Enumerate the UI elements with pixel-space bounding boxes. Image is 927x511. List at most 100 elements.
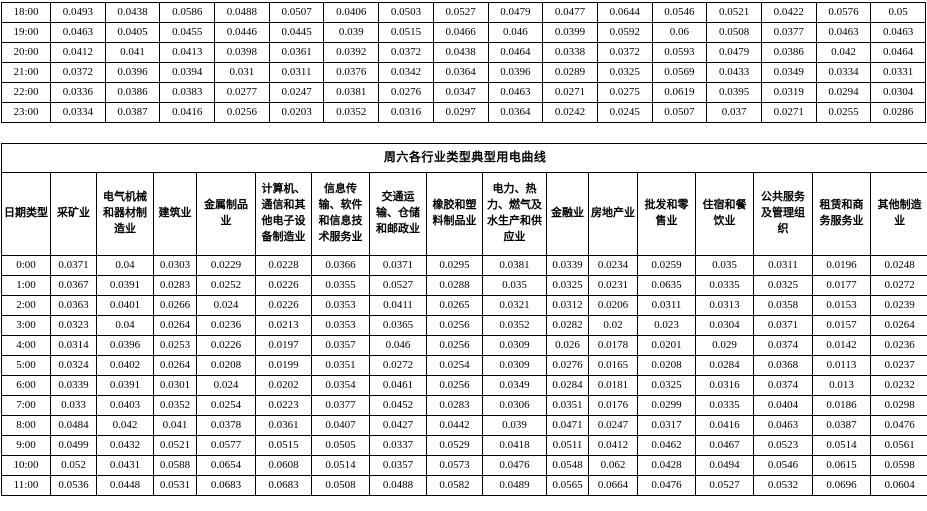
value-cell: 0.0181 <box>588 375 638 396</box>
value-cell: 0.0467 <box>695 435 754 456</box>
value-cell: 0.0311 <box>637 295 696 316</box>
value-cell: 0.0272 <box>369 355 427 376</box>
table-row: 0:00 0.0371 0.04 0.0303 0.0229 0.0228 0.0366 0.… <box>1 255 927 276</box>
saturday-industry-load-table: 周六各行业类型典型用电曲线 日期类型 采矿业 电气机械和器材制造业 建筑业 金属制品业… <box>0 143 927 496</box>
value-cell: 0.0401 <box>96 295 154 316</box>
time-cell: 4:00 <box>1 335 51 356</box>
value-cell: 0.0309 <box>482 335 547 356</box>
time-cell: 0:00 <box>1 255 51 276</box>
value-cell: 0.0514 <box>812 435 871 456</box>
value-cell: 0.0433 <box>706 62 762 83</box>
value-cell: 0.0508 <box>311 475 370 496</box>
value-cell: 0.0349 <box>482 375 547 396</box>
value-cell: 0.0153 <box>812 295 871 316</box>
value-cell: 0.0586 <box>159 2 216 23</box>
value-cell: 0.0367 <box>50 275 97 296</box>
value-cell: 0.0254 <box>196 395 256 416</box>
value-cell: 0.0284 <box>695 355 754 376</box>
value-cell: 0.0521 <box>706 2 762 23</box>
value-cell: 0.0462 <box>637 435 696 456</box>
value-cell: 0.0245 <box>596 102 653 123</box>
value-cell: 0.0398 <box>214 42 270 63</box>
value-cell: 0.0271 <box>542 82 598 103</box>
value-cell: 0.0334 <box>50 102 106 123</box>
value-cell: 0.0226 <box>255 275 312 296</box>
value-cell: 0.0374 <box>753 335 813 356</box>
value-cell: 0.0488 <box>369 475 427 496</box>
value-cell: 0.0527 <box>369 275 427 296</box>
value-cell: 0.0283 <box>426 395 483 416</box>
value-cell: 0.0664 <box>588 475 638 496</box>
header-industry-cell: 信息传输、软件和信息技术服务业 <box>311 172 370 256</box>
value-cell: 0.0418 <box>482 435 547 456</box>
value-cell: 0.0276 <box>546 355 589 376</box>
value-cell: 0.0196 <box>812 255 871 276</box>
value-cell: 0.0403 <box>96 395 154 416</box>
value-cell: 0.0351 <box>311 355 370 376</box>
value-cell: 0.046 <box>487 22 544 43</box>
header-industry-cell: 公共服务及管理组织 <box>753 172 813 256</box>
value-cell: 0.0317 <box>637 415 696 436</box>
value-cell: 0.0232 <box>869 375 927 396</box>
table-row: 8:00 0.0484 0.042 0.041 0.0378 0.0361 0.0407 0.… <box>1 415 927 436</box>
value-cell: 0.062 <box>588 455 638 476</box>
value-cell: 0.0325 <box>596 62 653 83</box>
value-cell: 0.0372 <box>50 62 106 83</box>
value-cell: 0.0573 <box>426 455 483 476</box>
value-cell: 0.0577 <box>196 435 256 456</box>
value-cell: 0.0325 <box>637 375 696 396</box>
value-cell: 0.0431 <box>96 455 154 476</box>
value-cell: 0.0508 <box>706 22 762 43</box>
value-cell: 0.0256 <box>426 375 483 396</box>
value-cell: 0.0463 <box>870 22 926 43</box>
value-cell: 0.0532 <box>753 475 813 496</box>
value-cell: 0.0289 <box>542 62 598 83</box>
value-cell: 0.0255 <box>815 102 872 123</box>
value-cell: 0.0342 <box>378 62 434 83</box>
value-cell: 0.0295 <box>426 255 483 276</box>
value-cell: 0.05 <box>870 2 926 23</box>
value-cell: 0.0113 <box>812 355 871 376</box>
value-cell: 0.0446 <box>214 22 270 43</box>
value-cell: 0.0323 <box>50 315 97 336</box>
value-cell: 0.0357 <box>369 455 427 476</box>
table-row: 22:00 0.0336 0.0386 0.0383 0.0277 0.0247 0.038… <box>1 82 926 103</box>
time-cell: 20:00 <box>1 42 51 63</box>
value-cell: 0.0352 <box>482 315 547 336</box>
value-cell: 0.013 <box>812 375 871 396</box>
value-cell: 0.0576 <box>815 2 872 23</box>
value-cell: 0.0514 <box>311 455 370 476</box>
value-cell: 0.0592 <box>596 22 653 43</box>
value-cell: 0.0365 <box>369 315 427 336</box>
value-cell: 0.0644 <box>596 2 653 23</box>
value-cell: 0.0316 <box>695 375 754 396</box>
value-cell: 0.0432 <box>96 435 154 456</box>
value-cell: 0.0527 <box>695 475 754 496</box>
time-cell: 18:00 <box>1 2 51 23</box>
value-cell: 0.0529 <box>426 435 483 456</box>
value-cell: 0.0353 <box>311 315 370 336</box>
value-cell: 0.0377 <box>311 395 370 416</box>
time-cell: 22:00 <box>1 82 51 103</box>
value-cell: 0.0338 <box>542 42 598 63</box>
value-cell: 0.0259 <box>637 255 696 276</box>
header-industry-cell: 交通运输、仓储和邮政业 <box>369 172 427 256</box>
value-cell: 0.0416 <box>159 102 216 123</box>
value-cell: 0.0339 <box>546 255 589 276</box>
value-cell: 0.0364 <box>432 62 489 83</box>
hourly-table-continuation: 18:00 0.0493 0.0438 0.0586 0.0488 0.0507 0.040… <box>1 2 926 123</box>
value-cell: 0.0286 <box>870 102 926 123</box>
value-cell: 0.0619 <box>651 82 708 103</box>
value-cell: 0.0325 <box>753 275 813 296</box>
value-cell: 0.0208 <box>196 355 256 376</box>
value-cell: 0.0236 <box>196 315 256 336</box>
value-cell: 0.0366 <box>311 255 370 276</box>
value-cell: 0.0442 <box>426 415 483 436</box>
value-cell: 0.0476 <box>482 455 547 476</box>
table-row: 23:00 0.0334 0.0387 0.0416 0.0256 0.0203 0.035… <box>1 102 926 123</box>
value-cell: 0.0275 <box>596 82 653 103</box>
value-cell: 0.0203 <box>268 102 325 123</box>
value-cell: 0.0282 <box>546 315 589 336</box>
value-cell: 0.0377 <box>760 22 817 43</box>
value-cell: 0.0507 <box>268 2 325 23</box>
